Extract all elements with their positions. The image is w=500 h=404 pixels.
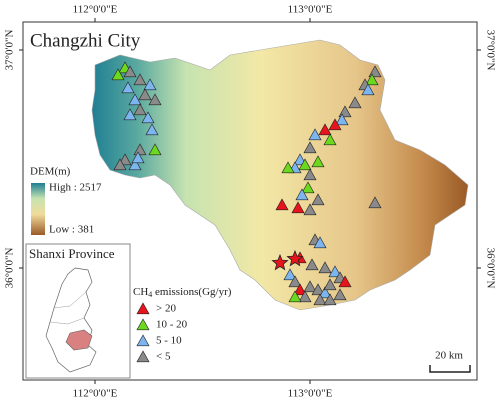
dem-legend-title: DEM(m) xyxy=(30,166,71,178)
emission-site xyxy=(298,158,312,171)
emission-site xyxy=(138,88,152,101)
emission-site xyxy=(333,288,347,301)
emission-site xyxy=(148,143,162,156)
lat-label: 37°0'0"N xyxy=(4,30,16,71)
emission-site xyxy=(323,293,337,306)
emission-site xyxy=(318,261,332,274)
highlight-site xyxy=(286,249,304,267)
emission-site xyxy=(148,93,162,106)
emissions-legend-label: > 20 xyxy=(156,303,176,315)
emission-site xyxy=(338,275,352,288)
inset-title: Shanxi Province xyxy=(29,246,115,261)
emission-site xyxy=(311,193,325,206)
emission-site xyxy=(335,113,349,126)
emission-site xyxy=(128,158,142,171)
emission-site xyxy=(318,123,332,136)
emission-site xyxy=(305,258,319,271)
emission-site xyxy=(295,188,309,201)
emission-site xyxy=(283,268,297,281)
emission-site xyxy=(123,65,137,78)
dem-low: Low : 381 xyxy=(49,224,94,236)
changzhi-inset xyxy=(65,329,93,351)
emission-site xyxy=(281,161,295,174)
dem-high: High : 2517 xyxy=(49,182,102,194)
emission-site xyxy=(313,293,327,306)
emission-site xyxy=(303,203,317,216)
emissions-legend-title: CH4 emissions(Gg/yr) xyxy=(133,286,232,299)
emission-site xyxy=(143,78,157,91)
emission-site xyxy=(111,68,125,81)
emission-site xyxy=(145,123,159,136)
emission-site xyxy=(298,290,312,303)
emission-site xyxy=(288,275,302,288)
emission-site xyxy=(313,236,327,249)
lat-label: 37°0'0"N xyxy=(484,30,496,71)
emission-site xyxy=(303,280,317,293)
emission-site xyxy=(133,143,147,156)
emission-site xyxy=(133,103,147,116)
emission-site xyxy=(361,83,375,96)
emission-site xyxy=(293,283,307,296)
lon-label: 112°0'0"E xyxy=(73,388,118,400)
emission-site xyxy=(365,73,379,86)
emission-site xyxy=(136,350,150,363)
emission-site xyxy=(136,318,150,331)
graticule-ticks xyxy=(19,18,481,384)
emission-site xyxy=(328,118,342,131)
emission-site xyxy=(113,158,127,171)
map-title: Changzhi City xyxy=(30,30,141,51)
legend-title-rest: emissions(Gg/yr) xyxy=(152,286,231,298)
emission-site xyxy=(136,334,150,347)
lat-label: 36°0'0"N xyxy=(4,248,16,289)
emissions-legend-label: 10 - 20 xyxy=(156,319,188,331)
emission-site xyxy=(311,283,325,296)
lat-label: 36°0'0"N xyxy=(484,248,496,289)
emission-site xyxy=(311,155,325,168)
emission-site xyxy=(291,201,305,214)
emission-site xyxy=(131,151,145,164)
emission-site xyxy=(328,265,342,278)
emission-site xyxy=(368,196,382,209)
emission-site xyxy=(123,108,137,121)
lon-label: 112°0'0"E xyxy=(73,4,118,16)
emission-site xyxy=(133,73,147,86)
emission-site xyxy=(128,93,142,106)
legend-title-sub: 4 xyxy=(148,290,152,299)
emissions-legend-label: 5 - 10 xyxy=(156,335,182,347)
emission-site xyxy=(141,111,155,124)
emission-site xyxy=(275,198,289,211)
dem-color-bar xyxy=(31,183,45,235)
inset-boundary xyxy=(53,291,87,309)
emission-site xyxy=(136,302,150,315)
lon-label: 113°0'0"E xyxy=(288,4,333,16)
emission-site xyxy=(303,141,317,154)
scale-bar-label: 20 km xyxy=(435,350,463,362)
emission-site xyxy=(323,278,337,291)
emission-site xyxy=(121,81,135,94)
legend-title-main: CH xyxy=(133,286,148,298)
emission-site xyxy=(318,286,332,299)
scale-bar xyxy=(429,365,471,373)
emission-site xyxy=(303,168,317,181)
inset-boundary xyxy=(49,317,85,325)
lon-label: 113°0'0"E xyxy=(288,388,333,400)
emission-site xyxy=(348,96,362,109)
highlight-site xyxy=(271,253,289,271)
changzhi-dem xyxy=(91,39,469,311)
emission-site xyxy=(288,290,302,303)
emissions-legend-label: < 5 xyxy=(156,351,171,363)
emission-site xyxy=(308,128,322,141)
emission-site xyxy=(301,181,315,194)
emission-site xyxy=(323,133,337,146)
